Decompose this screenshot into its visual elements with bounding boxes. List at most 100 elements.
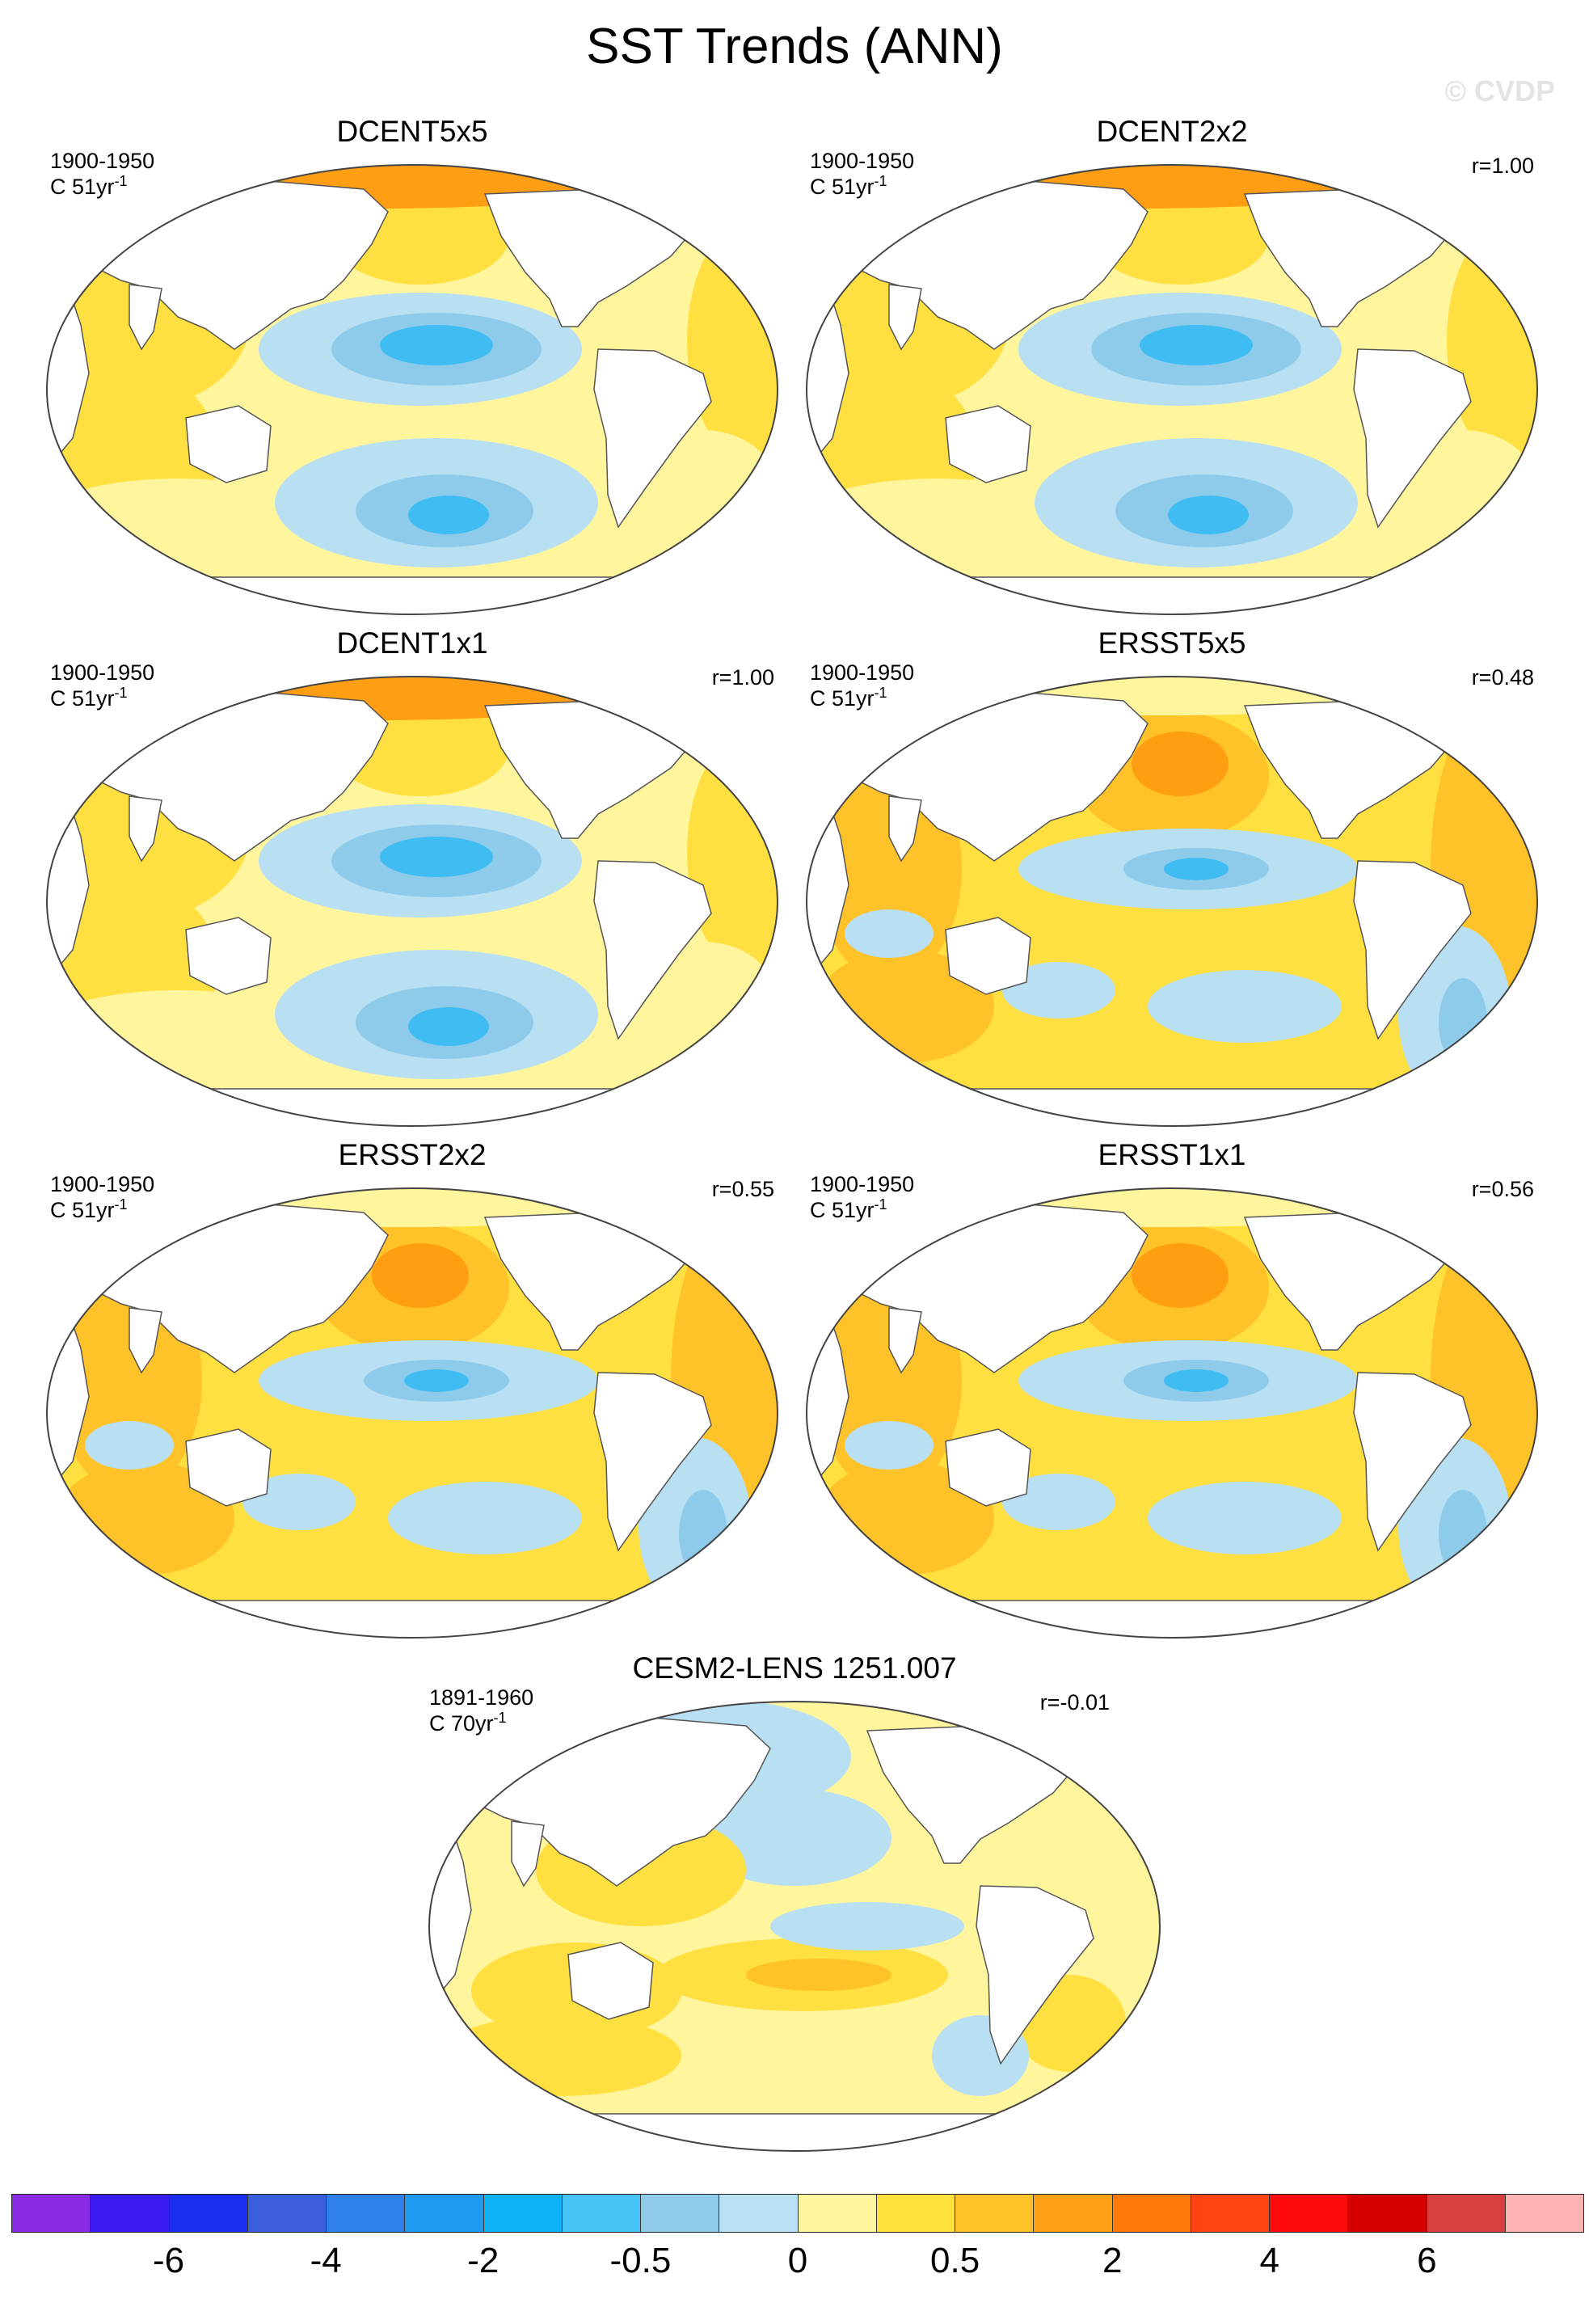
colorbar-tick-label: -6: [153, 2241, 185, 2280]
sst-anomaly-region: [1164, 858, 1229, 880]
period-label: 1900-1950: [50, 149, 155, 173]
correlation-label: r=1.00: [711, 665, 774, 690]
colorbar-tick-label: -4: [310, 2241, 342, 2280]
colorbar-segment: [1348, 2195, 1427, 2232]
period-label: 1900-1950: [50, 1172, 155, 1196]
land-australia: [945, 917, 1031, 995]
sst-anomaly-region: [47, 990, 315, 1071]
period-label: 1900-1950: [810, 1172, 915, 1196]
map-boundary: [45, 164, 779, 615]
colorbar-tick-label: 6: [1417, 2241, 1437, 2280]
panel-dcent2x2: DCENT2x2 1900-1950 C 51yr-1 r=1.00: [792, 115, 1552, 616]
land-india-peninsula: [511, 1820, 545, 1887]
cvdp-watermark: © CVDP: [1444, 74, 1555, 108]
land-india-peninsula: [129, 284, 162, 351]
map-boundary: [805, 164, 1539, 615]
land-europe-east: [727, 199, 778, 285]
map-boundary: [45, 1187, 779, 1639]
land-antarctica: [478, 2113, 1111, 2151]
units-label: C 51yr-1: [50, 685, 128, 711]
sst-trend-map: [45, 1187, 779, 1639]
sst-trend-map: [45, 676, 779, 1127]
sst-trend-map: [45, 164, 779, 615]
colorbar-tick-label: 2: [1102, 2241, 1123, 2280]
units-label: C 51yr-1: [50, 173, 128, 199]
units-label: C 51yr-1: [810, 173, 887, 199]
sst-anomaly-region: [439, 2015, 681, 2096]
sst-anomaly-region: [807, 479, 1075, 559]
units-label: C 51yr-1: [50, 1196, 128, 1222]
sst-anomaly-region: [746, 1959, 891, 1991]
colorbar-segment: [798, 2195, 877, 2232]
map-boundary: [805, 1187, 1539, 1639]
sst-anomaly-region: [388, 1482, 582, 1554]
land-australia: [945, 405, 1031, 483]
land-europe-east: [727, 1222, 778, 1309]
correlation-label: r=0.56: [1471, 1177, 1534, 1201]
land-europe-east: [1486, 199, 1537, 285]
sst-anomaly-region: [1168, 496, 1249, 534]
units-label: C 51yr-1: [810, 685, 887, 711]
panel-cesm2-lens: CESM2-LENS 1251.007 1891-1960 C 70yr-1 r…: [415, 1651, 1174, 2153]
sst-anomaly-region: [770, 1902, 964, 1951]
sst-trend-map: [805, 164, 1539, 615]
units-label: C 70yr-1: [429, 1710, 507, 1736]
units-label: C 51yr-1: [810, 1196, 887, 1222]
correlation-label: r=0.55: [711, 1177, 774, 1201]
map-boundary: [805, 676, 1539, 1127]
sst-anomaly-region: [408, 1007, 489, 1046]
panel-ersst1x1: ERSST1x1 1900-1950 C 51yr-1 r=0.56: [792, 1138, 1552, 1639]
sst-anomaly-region: [687, 220, 778, 462]
colorbar-segment: [483, 2195, 563, 2232]
colorbar-segment: [1427, 2195, 1506, 2232]
colorbar-tick-label: 0.5: [930, 2241, 980, 2280]
panel-title: ERSST1x1: [1098, 1138, 1246, 1171]
period-label: 1900-1950: [810, 149, 915, 173]
colorbar-segment: [955, 2195, 1035, 2232]
land-antarctica: [96, 1600, 728, 1638]
land-australia: [185, 405, 272, 483]
sst-anomaly-region: [1002, 962, 1115, 1019]
land-south-america: [593, 860, 712, 1040]
colorbar-tick-label: 4: [1259, 2241, 1280, 2280]
land-europe-east: [1486, 711, 1537, 797]
land-europe-east: [727, 711, 778, 797]
sst-anomaly-region: [845, 909, 934, 958]
sst-anomaly-region: [997, 1712, 1061, 1744]
land-south-america: [593, 348, 712, 529]
sst-anomaly-region: [687, 732, 778, 974]
land-antarctica: [856, 1088, 1488, 1126]
panel-ersst2x2: ERSST2x2 1900-1950 C 51yr-1 r=0.55: [32, 1138, 792, 1639]
land-antarctica: [96, 576, 728, 614]
colorbar-segment: [169, 2195, 248, 2232]
panel-title: DCENT1x1: [336, 626, 488, 660]
colorbar-segment: [1270, 2195, 1349, 2232]
land-antarctica: [856, 1600, 1488, 1638]
sst-anomaly-region: [1148, 970, 1342, 1043]
sst-anomaly-region: [380, 325, 493, 365]
land-south-america: [1353, 348, 1472, 529]
colorbar-segment: [1112, 2195, 1191, 2232]
land-antarctica: [96, 1088, 728, 1126]
colorbar-segment: [1191, 2195, 1270, 2232]
sst-anomaly-region: [408, 496, 489, 534]
sst-anomaly-region: [242, 1474, 356, 1530]
land-south-america: [1353, 1372, 1472, 1552]
land-south-america: [976, 1885, 1094, 2065]
sst-anomaly-region: [47, 479, 315, 559]
land-south-america: [593, 1372, 712, 1552]
colorbar-segment: [641, 2195, 720, 2232]
land-europe-east: [1109, 1736, 1160, 1822]
correlation-label: r=-0.01: [1039, 1690, 1110, 1715]
sst-anomaly-region: [1132, 1243, 1229, 1308]
land-europe-east: [1486, 1222, 1537, 1309]
colorbar-labels: -6 -4 -2 -0.5 0 0.5 2 4 6: [11, 2241, 1584, 2289]
panel-title: DCENT5x5: [336, 115, 488, 148]
panel-ersst5x5: ERSST5x5 1900-1950 C 51yr-1 r=0.48: [792, 626, 1552, 1128]
sst-anomaly-region: [1140, 325, 1253, 365]
land-antarctica: [856, 576, 1488, 614]
sst-anomaly-region: [1447, 220, 1537, 462]
land-india-peninsula: [888, 284, 922, 351]
colorbar-tick-label: -2: [467, 2241, 499, 2280]
period-label: 1891-1960: [429, 1685, 534, 1710]
